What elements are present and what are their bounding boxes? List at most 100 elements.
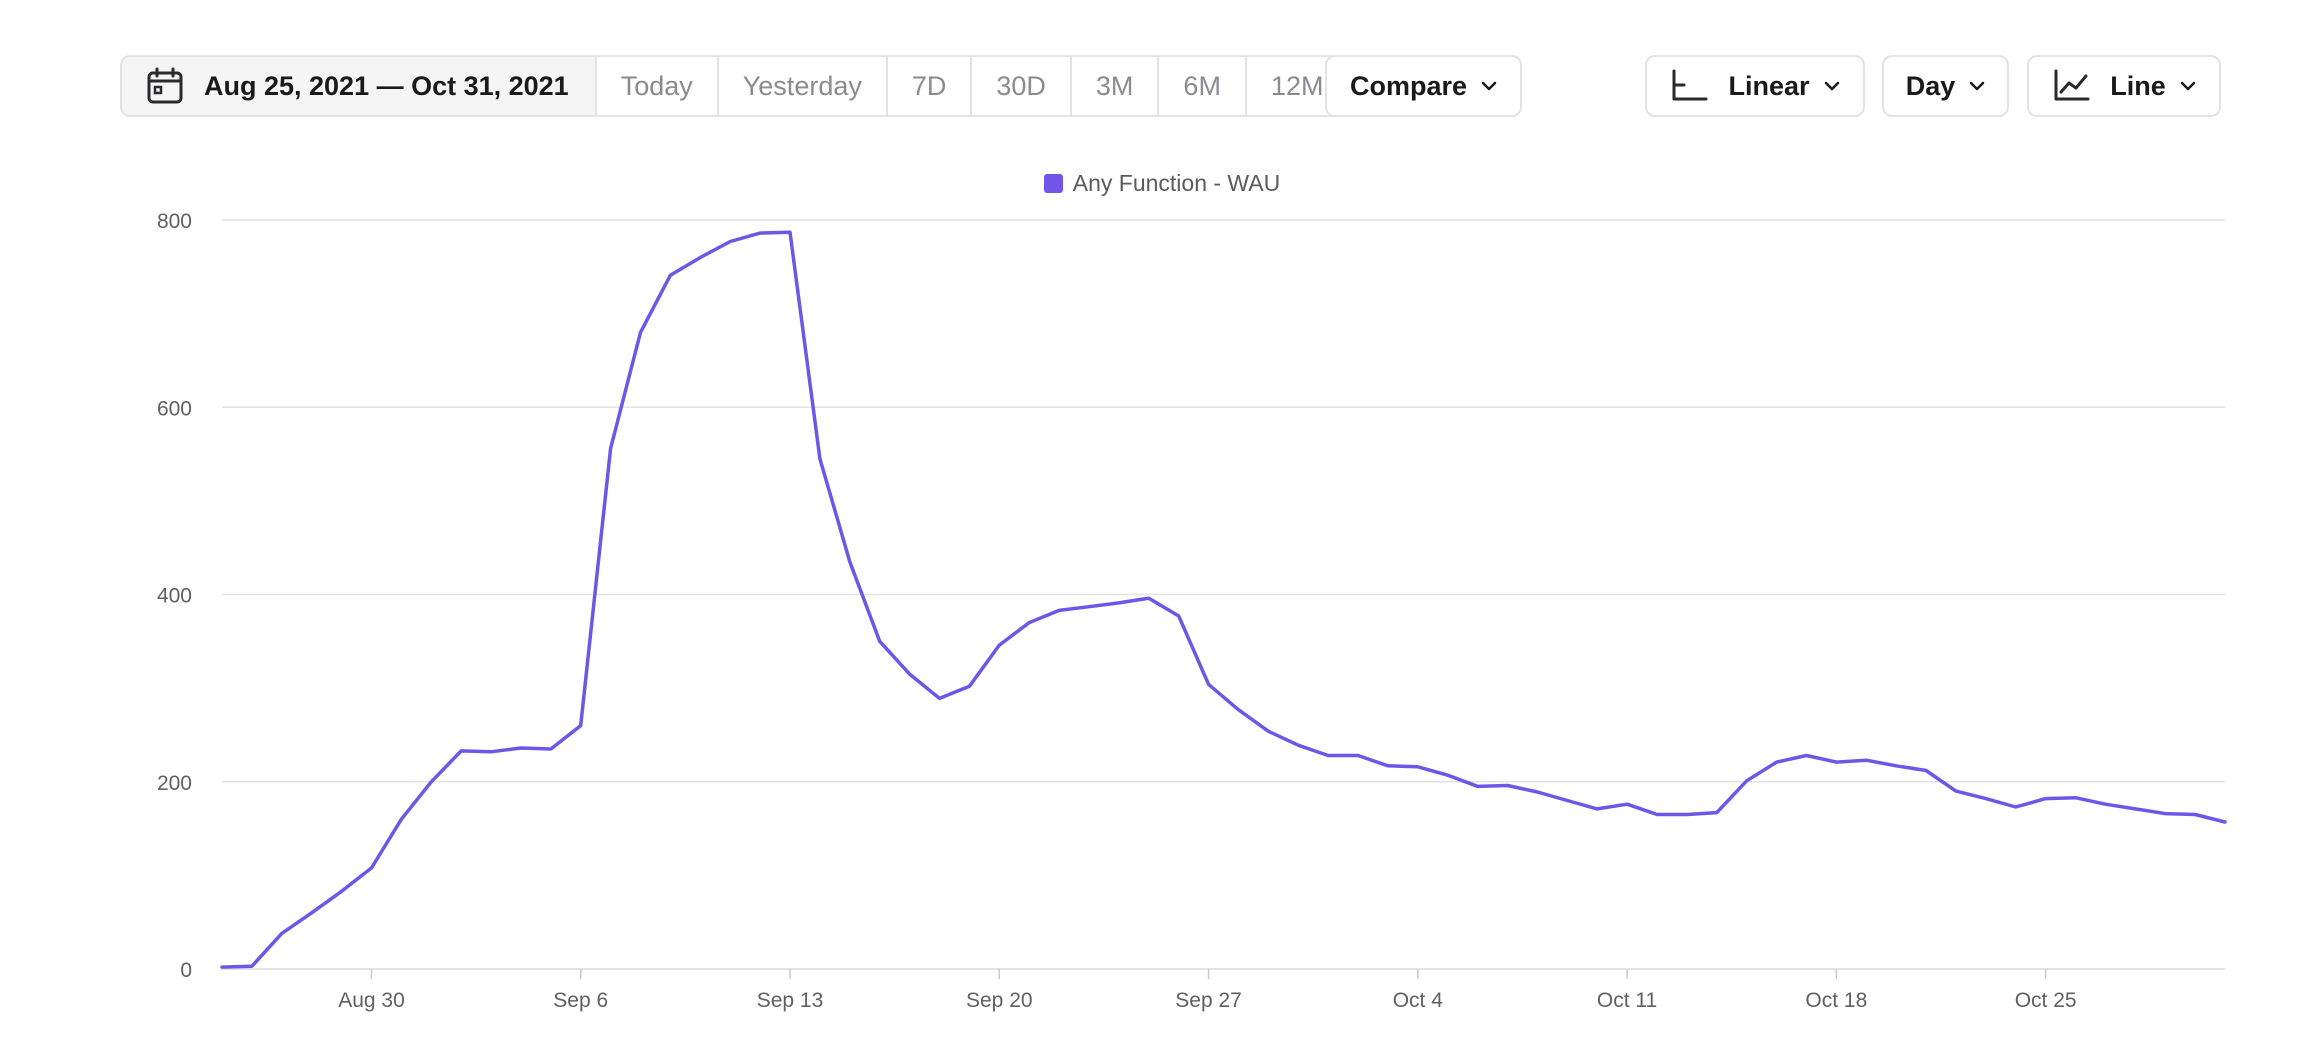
data-point — [1560, 793, 1574, 807]
data-point — [484, 745, 498, 759]
grid-lines — [222, 219, 2225, 970]
preset-3m[interactable]: 3M — [1069, 57, 1158, 115]
data-point — [544, 742, 558, 756]
data-point — [1859, 753, 1873, 767]
line-chart-icon — [2054, 69, 2090, 101]
data-point — [394, 812, 408, 826]
data-point — [1321, 749, 1335, 763]
data-point — [723, 235, 737, 249]
data-point — [1172, 609, 1186, 623]
data-point — [1530, 785, 1544, 799]
legend-swatch — [1043, 174, 1063, 193]
data-point — [1799, 749, 1813, 763]
x-tick-label: Oct 4 — [1393, 989, 1444, 1012]
data-point — [1441, 768, 1455, 782]
data-point — [1142, 591, 1156, 605]
data-point — [873, 634, 887, 648]
data-point — [1889, 759, 1903, 773]
interval-label: Day — [1905, 70, 1956, 101]
y-tick-label: 400 — [157, 585, 192, 608]
data-point — [1112, 596, 1126, 610]
y-axis-labels: 0 200 400 600 800 — [157, 210, 192, 982]
calendar-icon — [147, 67, 183, 104]
data-point — [275, 926, 289, 940]
data-point — [1650, 808, 1664, 822]
interval-dropdown[interactable]: Day — [1882, 55, 2009, 117]
data-point — [1829, 755, 1843, 769]
data-point — [932, 691, 946, 705]
data-point — [1291, 738, 1305, 752]
x-tick-label: Oct 25 — [2015, 989, 2077, 1012]
data-point — [424, 775, 438, 789]
legend-label: Any Function - WAU — [1072, 170, 1281, 196]
data-point — [2128, 802, 2142, 816]
data-point — [634, 325, 648, 339]
chart-type-dropdown[interactable]: Line — [2027, 55, 2221, 117]
x-tick-label: Sep 20 — [966, 989, 1033, 1012]
data-point — [2009, 800, 2023, 814]
data-point — [2158, 807, 2172, 821]
data-point — [2039, 792, 2053, 806]
chevron-down-icon — [2180, 81, 2195, 91]
x-axis: Aug 30 Sep 6 Sep 13 Sep 20 Sep 27 Oct 4 Oct 11… — [338, 969, 2077, 1012]
data-point — [1590, 802, 1604, 816]
data-point — [2069, 791, 2083, 805]
scale-dropdown[interactable]: Linear — [1645, 55, 1865, 117]
compare-label: Compare — [1349, 70, 1468, 101]
compare-button[interactable]: Compare — [1325, 55, 1522, 117]
data-point — [1082, 600, 1096, 614]
data-point — [1052, 603, 1066, 617]
preset-7d[interactable]: 7D — [885, 57, 971, 115]
data-point — [1710, 806, 1724, 820]
data-point — [514, 741, 528, 755]
scale-label: Linear — [1728, 70, 1810, 101]
data-point — [1979, 792, 1993, 806]
data-point — [2188, 808, 2202, 822]
data-point — [245, 959, 259, 973]
x-tick-label: Sep 27 — [1175, 989, 1242, 1012]
preset-30d[interactable]: 30D — [970, 57, 1070, 115]
data-point — [1202, 677, 1216, 691]
series-layer — [220, 225, 2232, 973]
data-point — [454, 744, 468, 758]
chevron-down-icon — [1481, 81, 1497, 91]
data-point — [335, 884, 349, 898]
y-tick-label: 800 — [157, 210, 192, 233]
data-point — [1770, 755, 1784, 769]
y-tick-label: 600 — [157, 397, 192, 420]
data-point — [305, 906, 319, 920]
data-point — [1620, 797, 1634, 811]
data-point — [1231, 703, 1245, 717]
data-point — [663, 268, 677, 282]
data-point — [604, 441, 618, 455]
y-tick-label: 200 — [157, 772, 192, 795]
date-toolbar: Aug 25, 2021 — Oct 31, 2021 Today Yester… — [120, 55, 1350, 117]
preset-yesterday[interactable]: Yesterday — [716, 57, 886, 115]
data-point — [2098, 797, 2112, 811]
chart-legend: Any Function - WAU — [0, 170, 2314, 197]
data-point — [1022, 616, 1036, 630]
chevron-down-icon — [1824, 81, 1839, 91]
data-point — [962, 679, 976, 693]
data-point — [1501, 778, 1515, 792]
data-point — [1411, 760, 1425, 774]
data-point — [1919, 764, 1933, 778]
preset-6m[interactable]: 6M — [1157, 57, 1245, 115]
data-point — [1949, 784, 1963, 798]
data-point — [2218, 815, 2232, 829]
x-tick-label: Aug 30 — [338, 989, 405, 1012]
x-tick-label: Oct 11 — [1597, 989, 1657, 1012]
data-point — [903, 667, 917, 681]
chevron-down-icon — [1970, 81, 1985, 91]
data-point — [753, 226, 767, 240]
data-point — [1351, 749, 1365, 763]
data-point — [843, 555, 857, 569]
date-range-button[interactable]: Aug 25, 2021 — Oct 31, 2021 — [122, 57, 595, 115]
data-point — [783, 225, 797, 239]
x-tick-label: Sep 6 — [553, 989, 608, 1012]
preset-today[interactable]: Today — [594, 57, 717, 115]
data-point — [813, 452, 827, 466]
chart-type-label: Line — [2110, 70, 2166, 101]
legend-item[interactable]: Any Function - WAU — [1043, 170, 1281, 197]
